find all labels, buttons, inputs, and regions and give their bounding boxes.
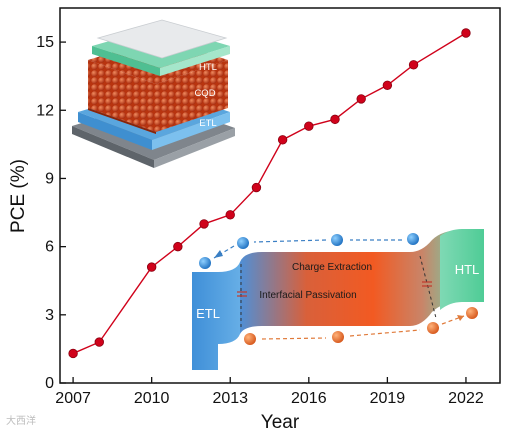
- pce-series: [68, 28, 471, 359]
- device-stack-inset: HTL CQD ETL: [72, 19, 235, 168]
- y-tick-label: 3: [45, 307, 54, 324]
- charge-extraction-label: Charge Extraction: [292, 262, 372, 273]
- y-tick-label: 0: [45, 375, 54, 392]
- data-point: [199, 219, 209, 229]
- series-line: [72, 32, 467, 355]
- y-tick-label: 9: [45, 170, 54, 187]
- diagram-etl-label: ETL: [196, 306, 220, 321]
- electron-icon: [331, 234, 343, 246]
- x-tick-label: 2013: [212, 390, 248, 407]
- data-point: [330, 114, 340, 125]
- x-axis-ticks: 2007 2010 2013 2016 2019 2022: [55, 377, 484, 407]
- plot-frame: [59, 7, 501, 384]
- data-point: [225, 210, 235, 220]
- x-tick-label: 2022: [448, 390, 484, 407]
- cqd-layer-label: CQD: [194, 88, 215, 99]
- data-point: [461, 28, 471, 38]
- electron-icon: [407, 233, 419, 245]
- interfacial-passivation-label: Interfacial Passivation: [259, 290, 356, 301]
- y-tick-label: 6: [45, 239, 54, 256]
- x-tick-label: 2010: [134, 390, 170, 407]
- y-axis-title: PCE (%): [8, 159, 29, 233]
- data-point: [408, 60, 419, 70]
- data-point: [146, 262, 157, 272]
- htl-layer-label: HTL: [199, 62, 217, 73]
- data-point: [173, 241, 183, 252]
- diagram-etl-block: [192, 262, 240, 370]
- hole-icon: [332, 331, 344, 343]
- watermark: 大西洋: [6, 416, 36, 427]
- electron-icon: [199, 257, 211, 269]
- data-point: [356, 94, 366, 104]
- y-tick-label: 12: [36, 102, 54, 119]
- etl-layer-label: ETL: [199, 118, 216, 129]
- top-electrode: [96, 19, 228, 59]
- charge-diagram-inset: ETL HTL Charge Extraction Interfacial Pa…: [192, 229, 484, 370]
- y-tick-label: 15: [36, 34, 54, 51]
- electron-icon: [237, 237, 249, 249]
- hole-icon: [244, 333, 256, 345]
- hole-icon: [427, 322, 439, 334]
- x-tick-label: 2019: [370, 390, 406, 407]
- y-axis-ticks: 0 3 6 9 12 15: [36, 34, 66, 392]
- diagram-cqd-band: [240, 230, 462, 334]
- data-point: [277, 135, 288, 145]
- data-point: [94, 337, 104, 347]
- x-tick-label: 2016: [291, 390, 327, 407]
- data-point: [251, 182, 262, 193]
- x-tick-label: 2007: [55, 390, 91, 407]
- hole-icon: [466, 307, 478, 319]
- diagram-htl-block: [440, 229, 484, 310]
- diagram-htl-label: HTL: [455, 262, 480, 277]
- x-axis-title: Year: [261, 412, 300, 432]
- data-point: [68, 348, 78, 359]
- data-point: [304, 121, 314, 131]
- data-point: [382, 80, 393, 90]
